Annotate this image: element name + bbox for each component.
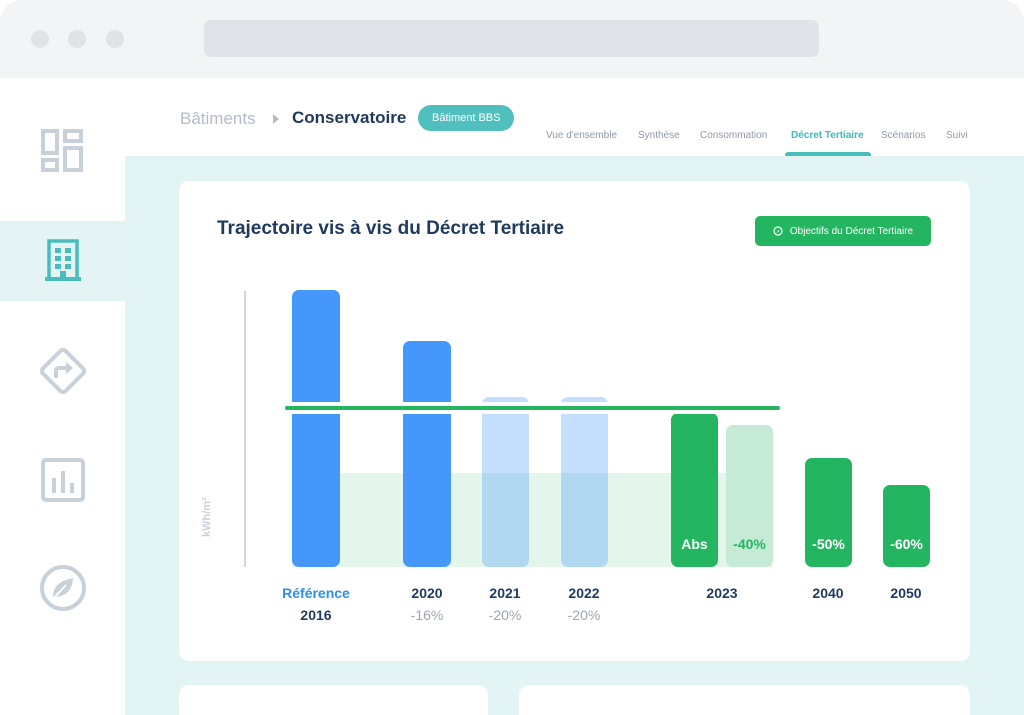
tab-consommation[interactable]: Consommation: [700, 130, 768, 141]
bar-2023-abs[interactable]: Abs: [671, 413, 718, 567]
page-header: Bâtiments Conservatoire Bâtiment BBS Vue…: [125, 78, 1024, 156]
window-dot-minimize[interactable]: [68, 30, 86, 48]
x-label-2050: 2050: [890, 585, 922, 601]
x-sublabel-2020: -16%: [410, 607, 444, 623]
building-type-badge: Bâtiment BBS: [418, 105, 515, 131]
sidebar-item-buildings[interactable]: [0, 221, 125, 301]
breadcrumb-current: Conservatoire: [292, 108, 407, 127]
bar-2050[interactable]: -60%: [883, 485, 930, 567]
objectives-button[interactable]: Objectifs du Décret Tertiaire: [755, 216, 931, 246]
sidebar-item-analytics[interactable]: [0, 440, 125, 520]
sidebar-item-directions[interactable]: [0, 331, 125, 411]
browser-chrome: [0, 0, 1024, 78]
y-axis-label: kWh/m²: [201, 497, 213, 537]
bar-2021[interactable]: [482, 397, 529, 567]
trajectory-chart: kWh/m² Abs -40% -50% -60% Référ: [179, 181, 970, 661]
bar-2020[interactable]: [403, 341, 451, 567]
tab-synthese[interactable]: Synthèse: [638, 130, 680, 141]
bar-label: -50%: [812, 536, 845, 552]
bar-label: -60%: [890, 536, 923, 552]
tab-decret-tertiaire[interactable]: Décret Tertiaire: [791, 130, 864, 141]
bar-label: Abs: [681, 536, 708, 552]
x-label-2021: 2021: [489, 585, 521, 601]
bar-reference-2016[interactable]: [292, 290, 340, 567]
tab-vue-ensemble[interactable]: Vue d'ensemble: [546, 130, 618, 141]
address-bar[interactable]: [204, 20, 819, 57]
route-sign-icon: [39, 348, 86, 394]
x-label-reference: Référence: [282, 585, 350, 601]
threshold-line: [285, 406, 780, 410]
sidebar-item-ecology[interactable]: [0, 548, 125, 628]
x-label-2040: 2040: [812, 585, 844, 601]
tab-scenarios[interactable]: Scénarios: [881, 130, 926, 141]
bar-chart-icon: [40, 458, 85, 502]
secondary-card-right: [519, 685, 970, 715]
x-label-2022: 2022: [568, 585, 600, 601]
dashboard-icon: [40, 129, 83, 172]
sidebar: [0, 78, 125, 715]
x-label-2020: 2020: [411, 585, 443, 601]
leaf-icon: [39, 565, 86, 611]
x-sublabel-2016: 2016: [300, 607, 332, 623]
window-dot-maximize[interactable]: [106, 30, 124, 48]
x-sublabel-2022: -20%: [567, 607, 601, 623]
building-icon: [44, 239, 81, 281]
x-label-2023: 2023: [706, 585, 738, 601]
bar-label: -40%: [733, 536, 766, 552]
trajectory-card: Trajectoire vis à vis du Décret Tertiair…: [179, 181, 970, 661]
window-dot-close[interactable]: [31, 30, 49, 48]
x-sublabel-2021: -20%: [488, 607, 522, 623]
main-content: Trajectoire vis à vis du Décret Tertiair…: [125, 156, 1024, 715]
tab-suivi[interactable]: Suivi: [946, 130, 968, 141]
bar-2023-minus-40[interactable]: -40%: [726, 425, 773, 567]
objectives-button-label: Objectifs du Décret Tertiaire: [789, 225, 914, 237]
y-axis: [244, 291, 246, 567]
breadcrumb-separator-icon: [273, 114, 279, 124]
sidebar-item-dashboard[interactable]: [0, 111, 125, 191]
active-tab-indicator: [785, 152, 871, 156]
target-check-icon: [773, 226, 783, 236]
bar-2040[interactable]: -50%: [805, 458, 852, 567]
bar-2022[interactable]: [561, 397, 608, 567]
secondary-card-left: [179, 685, 488, 715]
breadcrumb-root[interactable]: Bâtiments: [180, 109, 256, 128]
card-title: Trajectoire vis à vis du Décret Tertiair…: [217, 218, 565, 239]
